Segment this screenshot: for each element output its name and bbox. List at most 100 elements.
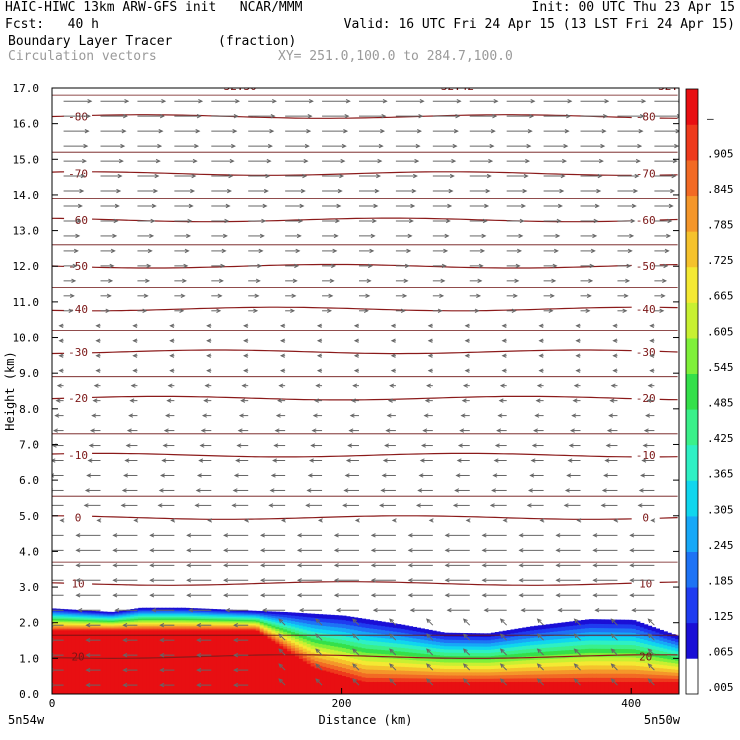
vector-head [277, 398, 283, 403]
vector-arrow [499, 648, 508, 656]
vector-head [203, 398, 209, 403]
vector-shaft [278, 678, 286, 686]
vector-head [296, 548, 302, 553]
y-tick-label: 8.0 [19, 403, 39, 416]
tracer-cell [592, 635, 598, 641]
tracer-cell [318, 628, 323, 633]
vector-arrow [617, 188, 639, 194]
tracer-cell [396, 658, 402, 663]
tracer-cell [251, 618, 257, 621]
tracer-cell [318, 657, 323, 663]
vector-arrow [647, 618, 655, 626]
tracer-cell [338, 635, 343, 640]
vector-arrow [483, 608, 507, 613]
tracer-cell [502, 667, 508, 672]
tracer-cell [263, 622, 269, 625]
tracer-cell [228, 613, 233, 616]
vector-shaft [389, 663, 397, 671]
vector-head [626, 263, 632, 269]
vector-head [419, 98, 425, 104]
tracer-cell [251, 628, 257, 631]
tracer-cell [126, 627, 131, 629]
tracer-cell [224, 629, 229, 694]
tracer-cell [232, 612, 237, 615]
tracer-cell [267, 638, 273, 694]
tracer-cell [326, 659, 331, 665]
tracer-cell [381, 665, 386, 671]
vector-arrow [380, 488, 396, 493]
vector-arrow [211, 173, 234, 179]
tracer-cell [432, 671, 437, 676]
vector-head [535, 398, 541, 403]
tracer-cell [287, 622, 292, 626]
header-line1-right: Init: 00 UTC Thu 23 Apr 15 [531, 0, 736, 15]
tracer-cell [659, 647, 664, 652]
vector-head [481, 548, 487, 553]
tracer-cell [553, 627, 559, 632]
tracer-cell [130, 628, 135, 631]
vector-head [196, 473, 202, 478]
tracer-cell [71, 615, 77, 617]
vector-arrow [211, 143, 237, 149]
vector-head [306, 128, 312, 134]
vector-shaft [315, 633, 323, 641]
tracer-cell [647, 625, 653, 630]
tracer-cell [373, 620, 378, 626]
tracer-cell [443, 655, 449, 660]
tracer-cell [138, 607, 143, 610]
vector-head [270, 473, 276, 478]
tracer-cell [486, 649, 492, 654]
tracer-cell [604, 673, 610, 678]
tracer-cell [631, 656, 637, 662]
tracer-cell [502, 634, 508, 639]
vector-arrow [543, 98, 573, 104]
tracer-cell [436, 668, 441, 672]
vector-head [417, 128, 422, 134]
tracer-cell [541, 639, 547, 645]
tracer-cell [236, 616, 241, 619]
vector-arrow [63, 203, 83, 209]
tracer-cell [357, 679, 363, 694]
tracer-cell [561, 657, 566, 663]
tracer-cell [255, 613, 261, 616]
tracer-cell [475, 649, 480, 654]
vector-arrow [223, 563, 249, 568]
tracer-cell [620, 665, 625, 670]
tracer-cell [451, 636, 457, 640]
vector-arrow [248, 308, 259, 313]
vector-arrow [63, 248, 79, 254]
tracer-cell [236, 617, 241, 620]
tracer-cell [620, 632, 625, 637]
vector-head [639, 113, 645, 119]
tracer-cell [432, 674, 437, 679]
vector-head [315, 678, 321, 684]
tracer-cell [91, 619, 96, 622]
tracer-cell [255, 629, 261, 632]
vector-arrow [432, 203, 453, 209]
tracer-cell [588, 635, 594, 641]
tracer-cell [604, 619, 610, 625]
vector-head [481, 533, 487, 538]
vector-arrow [86, 473, 101, 478]
tracer-cell [247, 616, 253, 619]
vector-arrow [395, 173, 418, 179]
tracer-cell [628, 660, 633, 666]
tracer-cell [667, 662, 672, 666]
vector-head [411, 188, 417, 194]
tracer-cell [149, 610, 155, 613]
tracer-cell [287, 632, 292, 636]
tracer-cell [389, 673, 394, 679]
tracer-cell [200, 628, 206, 631]
tracer-cell [439, 665, 445, 669]
tracer-cell [169, 619, 175, 622]
vector-head [269, 128, 275, 134]
tracer-cell [455, 675, 461, 679]
tracer-cell [624, 665, 629, 670]
vector-head [132, 353, 138, 358]
tracer-cell [475, 639, 480, 644]
vector-arrow [481, 593, 507, 598]
vector-head [266, 158, 272, 164]
tracer-cell [588, 644, 594, 649]
tracer-cell [671, 665, 676, 670]
tracer-cell [534, 659, 539, 664]
